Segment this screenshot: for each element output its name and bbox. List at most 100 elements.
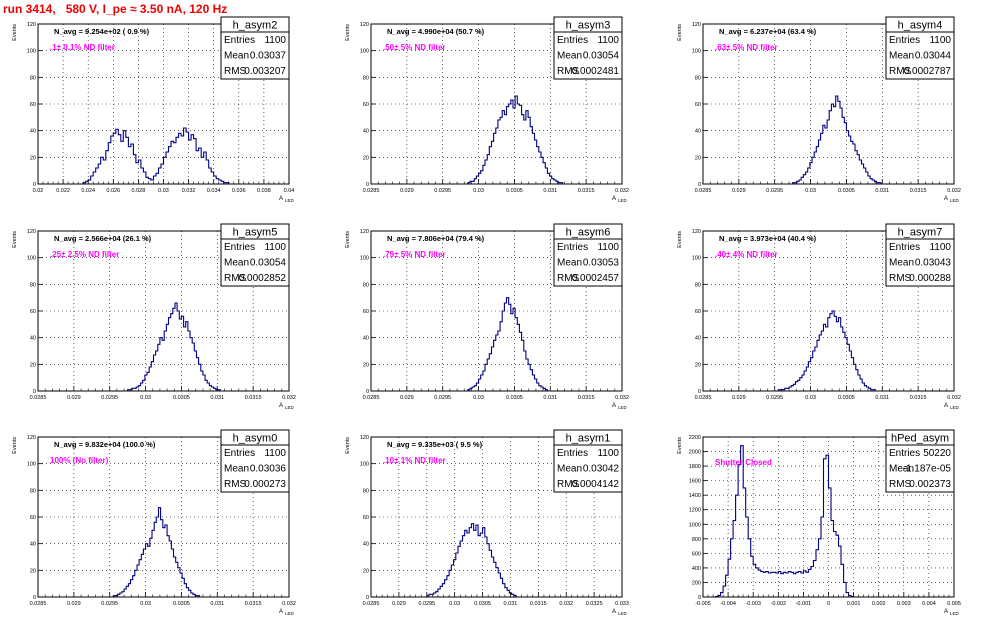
y-tick-label: 200 xyxy=(692,580,701,586)
x-tick-label: 0.033 xyxy=(615,601,629,607)
x-tick-label: 0 xyxy=(827,601,830,607)
filter-label: .79± 5% ND filter xyxy=(383,250,446,259)
x-tick-label: 0.0315 xyxy=(578,395,595,401)
x-tick-label: 0.031 xyxy=(210,601,224,607)
y-tick-label: 120 xyxy=(360,22,369,28)
y-tick-label: 0 xyxy=(698,595,701,601)
histogram-line xyxy=(714,445,855,598)
stats-box xyxy=(553,238,623,287)
y-tick-label: 0 xyxy=(366,595,369,601)
stats-value: 0.03054 xyxy=(250,258,287,269)
stats-value: 0.03036 xyxy=(250,464,287,475)
y-tick-label: 120 xyxy=(360,229,369,235)
y-tick-label: 40 xyxy=(30,129,36,135)
x-tick-label: 0.032 xyxy=(615,395,629,401)
filter-label: .63± 5% ND filter xyxy=(715,43,778,52)
y-axis-title: Events xyxy=(12,24,18,41)
x-tick-label: 0.0295 xyxy=(418,601,435,607)
x-tick-label: 0.0325 xyxy=(586,601,603,607)
y-tick-label: 0 xyxy=(698,389,701,395)
y-tick-label: 60 xyxy=(363,515,369,521)
y-tick-label: 60 xyxy=(363,309,369,315)
stats-box xyxy=(220,31,290,80)
stats-value: 0.0002787 xyxy=(904,66,952,77)
stats-label: Mean xyxy=(889,51,914,62)
x-tick-label: 0.029 xyxy=(67,601,81,607)
y-tick-label: 80 xyxy=(695,282,701,288)
x-tick-label: 0.0295 xyxy=(766,188,783,194)
x-tick-label: 0.0315 xyxy=(910,188,927,194)
x-tick-label: 0.031 xyxy=(543,188,557,194)
stats-box xyxy=(885,31,955,80)
y-axis-title: Events xyxy=(345,231,351,248)
navg-label: N_avg = 4.990e+04 (50.7 %) xyxy=(387,27,485,36)
stats-label: RMS xyxy=(557,479,580,490)
stats-value: 0.003207 xyxy=(244,66,286,77)
stats-label: Mean xyxy=(224,464,249,475)
y-tick-label: 120 xyxy=(360,435,369,441)
stats-label: Entries xyxy=(889,448,920,459)
stats-value: 0.0002457 xyxy=(572,273,620,284)
stats-title: h_asym1 xyxy=(566,433,611,445)
stats-label: Entries xyxy=(557,448,588,459)
x-tick-label: 0.03 xyxy=(158,188,169,194)
x-tick-label: 0.0305 xyxy=(506,395,523,401)
y-tick-label: 0 xyxy=(366,389,369,395)
y-tick-label: 60 xyxy=(695,309,701,315)
stats-title: h_asym6 xyxy=(566,227,611,239)
x-axis-title-sub: LED xyxy=(618,198,628,203)
filter-label: .25± 2.5% ND filter xyxy=(50,250,119,259)
stats-label: Entries xyxy=(224,242,255,253)
x-tick-label: 0.0315 xyxy=(245,395,262,401)
x-tick-label: 0.032 xyxy=(282,601,296,607)
stats-label: RMS xyxy=(557,273,580,284)
x-tick-label: 0.0295 xyxy=(766,395,783,401)
y-tick-label: 2200 xyxy=(689,435,701,441)
stats-label: Entries xyxy=(557,35,588,46)
y-axis-title: Events xyxy=(345,24,351,41)
stats-label: Entries xyxy=(557,242,588,253)
x-tick-label: 0.028 xyxy=(132,188,146,194)
x-tick-label: 0.0305 xyxy=(838,395,855,401)
stats-value: 0.03042 xyxy=(583,464,620,475)
x-tick-label: 0.031 xyxy=(875,188,889,194)
x-tick-label: 0.001 xyxy=(847,601,861,607)
y-tick-label: 40 xyxy=(363,129,369,135)
histogram-h_asym3: 0.0285 0.029 0.0295 0.03 0.0305 0.031 0.0315 0.… xyxy=(345,16,629,203)
histogram-h_asym5: 0.0285 0.029 0.0295 0.03 0.0305 0.031 0.0315 0.… xyxy=(12,223,296,410)
stats-label: Mean xyxy=(889,464,914,475)
x-tick-label: 0.0285 xyxy=(30,395,47,401)
stats-value: 1100 xyxy=(929,35,951,46)
histogram-line xyxy=(82,127,230,184)
y-tick-label: 60 xyxy=(30,102,36,108)
stats-label: Mean xyxy=(889,258,914,269)
stats-value: 0.03043 xyxy=(915,258,952,269)
x-tick-label: 0.0285 xyxy=(30,601,47,607)
y-tick-label: 0 xyxy=(33,595,36,601)
navg-label: N_avg = 9.254e+02 ( 0.9 %) xyxy=(54,27,150,36)
x-tick-label: 0.0305 xyxy=(173,395,190,401)
y-tick-label: 400 xyxy=(692,566,701,572)
y-tick-label: 1200 xyxy=(689,508,701,514)
stats-box xyxy=(553,444,623,493)
stats-value: 0.0004142 xyxy=(572,479,620,490)
x-tick-label: 0.0295 xyxy=(101,601,118,607)
y-tick-label: 20 xyxy=(30,155,36,161)
histogram-h_asym2: 0.02 0.022 0.024 0.026 0.028 0.03 0.032 0.034 0.… xyxy=(12,16,295,203)
x-tick-label: 0.031 xyxy=(543,395,557,401)
x-tick-label: 0.0295 xyxy=(101,395,118,401)
stats-label: RMS xyxy=(224,66,247,77)
histogram-h_asym7: 0.0285 0.029 0.0295 0.03 0.0305 0.031 0.0315 0.… xyxy=(677,223,961,410)
y-tick-label: 2000 xyxy=(689,450,701,456)
stats-label: RMS xyxy=(889,66,912,77)
stats-value: 1100 xyxy=(264,448,286,459)
x-tick-label: 0.002 xyxy=(872,601,886,607)
x-tick-label: 0.029 xyxy=(392,601,406,607)
stats-value: 0.03044 xyxy=(915,51,952,62)
y-tick-label: 60 xyxy=(363,102,369,108)
x-axis-title-sub: LED xyxy=(950,611,960,616)
stats-value: 0.0002481 xyxy=(572,66,620,77)
x-tick-label: 0.031 xyxy=(875,395,889,401)
stats-label: RMS xyxy=(224,479,247,490)
